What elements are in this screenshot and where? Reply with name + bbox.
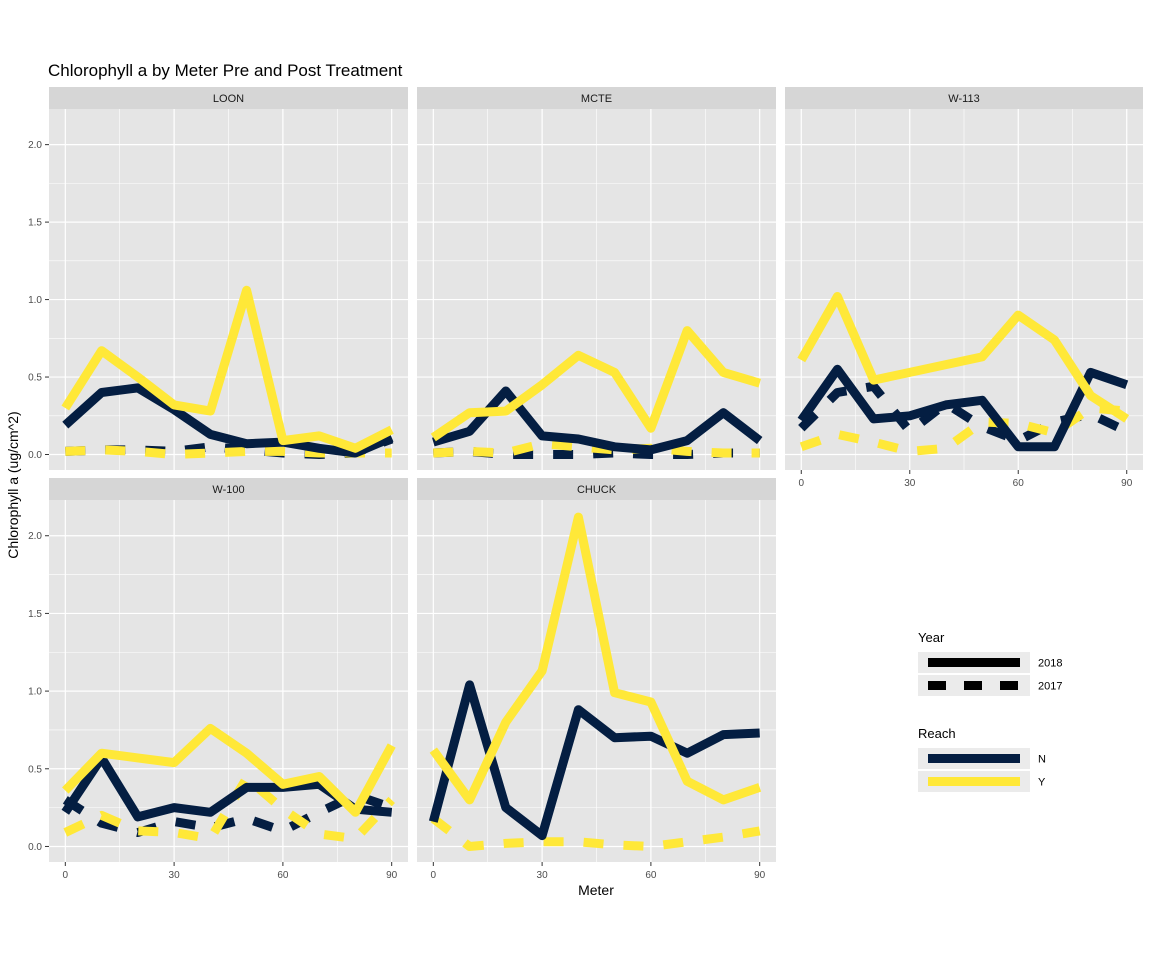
series-line-y-2017	[430, 814, 761, 851]
y-axis-title: Chlorophyll a (ug/cm^2)	[5, 411, 21, 558]
facet-strip-label: W-100	[212, 484, 244, 496]
facet-strip	[49, 478, 408, 500]
y-tick-label: 1.5	[28, 609, 42, 620]
x-tick-label: 0	[431, 870, 437, 881]
series-line-n-2018	[62, 383, 394, 458]
facet-panel-w-100: W-100 0.0 0.5 1.0 1.5 2.0 0 30 60 90	[28, 478, 408, 881]
facet-strip-label: LOON	[213, 93, 244, 105]
series-line-y-2017	[433, 439, 760, 458]
x-tick-label: 30	[169, 870, 181, 881]
legend-year-title: Year	[918, 630, 945, 645]
x-tick-label: 60	[645, 870, 657, 881]
x-tick-label: 30	[537, 870, 549, 881]
y-tick-label: 0.5	[28, 764, 42, 775]
y-tick-label: 0.0	[28, 450, 42, 461]
series-line-y-2017	[65, 445, 392, 459]
x-tick-label: 0	[798, 478, 804, 489]
facet-panel-loon: LOON 0.0 0.5 1.0 1.5 2.0	[28, 87, 408, 470]
facet-strip-label: W-113	[948, 93, 979, 105]
chart-title: Chlorophyll a by Meter Pre and Post Trea…	[48, 61, 403, 80]
legend-reach-title: Reach	[918, 726, 956, 741]
y-tick-label: 2.0	[28, 531, 42, 542]
facet-strip	[417, 87, 776, 109]
x-tick-label: 60	[1013, 478, 1025, 489]
facet-strip-label: MCTE	[581, 93, 612, 105]
series-line-n-2018	[428, 680, 760, 841]
series-line-y-2017	[63, 773, 395, 844]
x-tick-label: 90	[1121, 478, 1133, 489]
legend-reach-label: Y	[1038, 777, 1046, 789]
x-tick-label: 90	[754, 870, 766, 881]
facet-strip	[417, 478, 776, 500]
facet-panel-w-113: W-113 0 30 60 90	[785, 87, 1143, 489]
series-line-y-2018	[429, 512, 762, 805]
x-tick-label: 60	[277, 870, 289, 881]
x-axis-title: Meter	[578, 882, 614, 898]
series-line-y-2018	[62, 723, 396, 817]
x-tick-label: 0	[63, 870, 69, 881]
series-line-y-2018	[61, 285, 394, 453]
y-tick-label: 0.5	[28, 373, 42, 384]
legend-year-label: 2017	[1038, 681, 1062, 693]
facet-strip	[785, 87, 1143, 109]
facet-panel-mcte: MCTE	[417, 87, 776, 470]
y-tick-label: 1.0	[28, 687, 42, 698]
series-line-n-2017	[62, 790, 394, 837]
y-tick-label: 2.0	[28, 140, 42, 151]
x-tick-label: 30	[904, 478, 916, 489]
facet-strip	[49, 87, 408, 109]
facet-strip-label: CHUCK	[577, 484, 617, 496]
y-tick-label: 1.0	[28, 295, 42, 306]
series-line-y-2017	[799, 403, 1128, 456]
series-line-y-2018	[430, 326, 761, 442]
series-line-y-2018	[797, 292, 1130, 423]
legend: Year Reach 2018 2017 NY	[918, 630, 1062, 792]
series-line-n-2018	[797, 364, 1129, 452]
x-tick-label: 90	[386, 870, 398, 881]
legend-year-label: 2018	[1038, 658, 1062, 670]
y-tick-label: 0.0	[28, 842, 42, 853]
legend-reach-label: N	[1038, 754, 1046, 766]
facet-panel-chuck: CHUCK 0 30 60 90	[417, 478, 776, 881]
y-tick-label: 1.5	[28, 218, 42, 229]
